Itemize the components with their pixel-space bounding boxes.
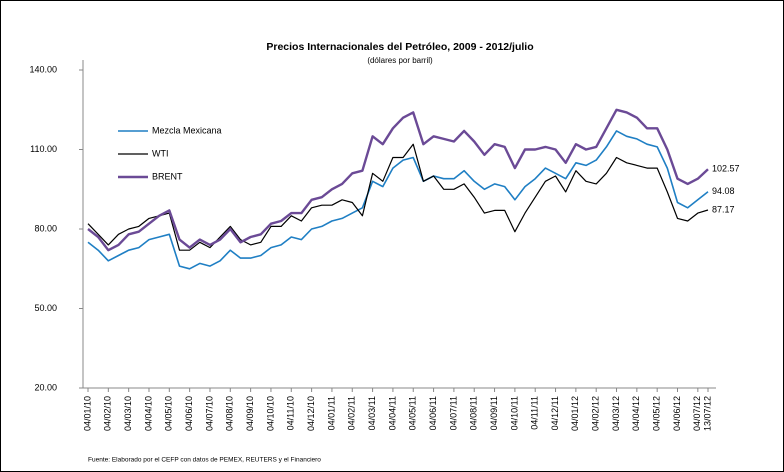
x-tick-label: 04/03/11: [367, 396, 377, 430]
chart-title: Precios Internacionales del Petróleo, 20…: [266, 41, 533, 53]
x-tick-label: 04/10/11: [509, 396, 519, 430]
y-tick-label: 140.00: [29, 64, 57, 74]
x-tick-label: 04/06/10: [184, 396, 194, 431]
series-line: [87, 143, 709, 251]
legend-label: Mezcla Mexicana: [152, 125, 222, 135]
x-tick-label: 04/05/11: [408, 396, 418, 430]
end-value-label: 87.17: [712, 204, 735, 214]
x-tick-label: 04/08/11: [469, 396, 479, 430]
y-tick-label: 110.00: [30, 144, 57, 154]
x-tick-label: 04/04/10: [143, 396, 153, 431]
x-tick-label: 04/12/10: [306, 396, 316, 431]
x-tick-label: 04/11/11: [530, 396, 540, 430]
end-value-label: 94.08: [712, 186, 735, 196]
x-tick-label: 04/05/10: [164, 396, 174, 431]
y-tick-label: 50.00: [34, 303, 57, 313]
source: Fuente: Elaborado por el CEFP con datos …: [88, 457, 321, 464]
x-tick-label: 04/04/11: [387, 396, 397, 430]
x-tick-label: 04/06/11: [428, 396, 438, 430]
x-tick-label: 04/09/10: [245, 396, 255, 431]
x-tick-label: 04/02/10: [103, 396, 113, 431]
x-tick-label: 04/04/12: [631, 396, 641, 431]
x-tick-label: 04/07/11: [448, 396, 458, 430]
x-tick-label: 04/12/11: [550, 396, 560, 430]
legend-label: BRENT: [152, 171, 183, 181]
series-line: [87, 108, 709, 252]
x-tick-label: 04/10/10: [265, 396, 275, 431]
x-tick-label: 04/09/11: [489, 396, 499, 430]
x-tick-label: 04/01/10: [82, 396, 92, 431]
x-tick-label: 04/07/10: [204, 396, 214, 431]
x-tick-label: 04/06/12: [672, 396, 682, 431]
legend-label: WTI: [152, 148, 169, 158]
x-tick-label: 04/03/12: [611, 396, 621, 431]
x-tick-label: 04/02/12: [591, 396, 601, 431]
x-tick-label: 04/05/12: [652, 396, 662, 431]
x-tick-label: 04/01/11: [326, 396, 336, 430]
y-tick-label: 80.00: [34, 223, 57, 233]
x-tick-label: 04/02/11: [347, 396, 357, 430]
y-tick-label: 20.00: [34, 382, 57, 392]
x-tick-label: 04/07/12: [692, 396, 702, 431]
x-tick-label: 13/07/12: [702, 396, 712, 431]
x-tick-label: 04/03/10: [123, 396, 133, 431]
x-tick-label: 04/08/10: [225, 396, 235, 431]
x-tick-label: 04/11/10: [286, 396, 296, 430]
chart-subtitle: (dólares por barril): [367, 56, 433, 65]
x-tick-label: 04/01/12: [570, 396, 580, 431]
end-value-label: 102.57: [712, 164, 740, 174]
series-line: [87, 130, 709, 270]
